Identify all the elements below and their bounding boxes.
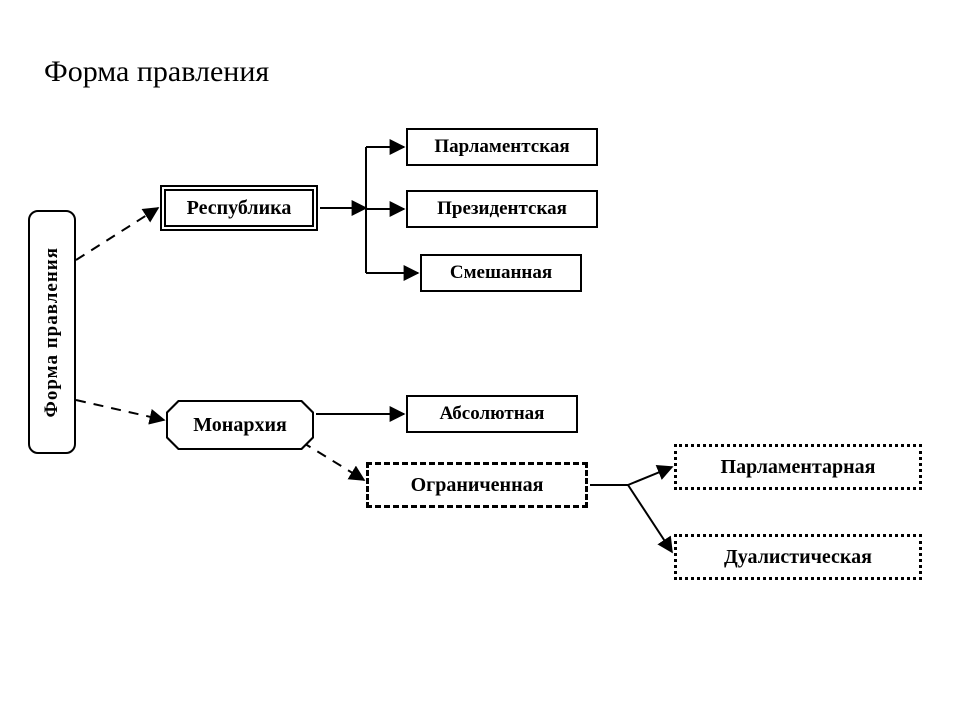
node-mixed: Смешанная [420, 254, 582, 292]
node-limited-label: Ограниченная [411, 474, 544, 497]
node-republic: Республика [160, 185, 318, 231]
node-republic-label: Республика [187, 197, 292, 220]
node-limited: Ограниченная [366, 462, 588, 508]
node-root: Форма правления [28, 210, 76, 454]
node-absolute-label: Абсолютная [440, 403, 545, 425]
node-monarchy: Монархия [166, 400, 314, 450]
node-parliamentary-republic-label: Парламентская [434, 136, 569, 158]
node-mixed-label: Смешанная [450, 262, 552, 284]
node-parliamentary-monarchy: Парламентарная [674, 444, 922, 490]
node-monarchy-label: Монархия [193, 414, 287, 437]
node-parliamentary-republic: Парламентская [406, 128, 598, 166]
node-monarchy-inner: Монархия [168, 402, 312, 448]
node-presidential: Президентская [406, 190, 598, 228]
page-title: Форма правления [44, 55, 269, 89]
connectors-layer [0, 0, 960, 720]
node-parliamentary-monarchy-label: Парламентарная [721, 456, 876, 479]
node-presidential-label: Президентская [437, 198, 567, 220]
node-absolute: Абсолютная [406, 395, 578, 433]
node-dualistic: Дуалистическая [674, 534, 922, 580]
node-dualistic-label: Дуалистическая [724, 546, 872, 569]
node-root-label: Форма правления [41, 247, 63, 417]
